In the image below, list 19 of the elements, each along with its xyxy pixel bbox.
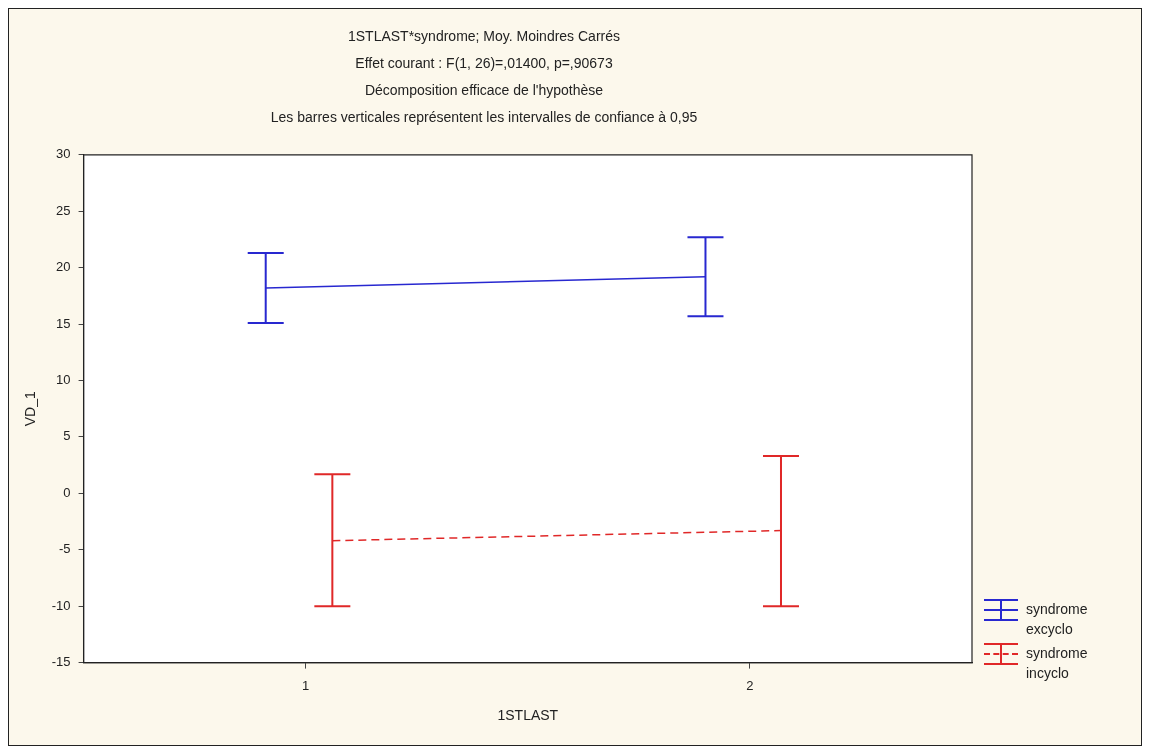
y-tick-label: -5 <box>59 541 71 557</box>
y-tick-label: 5 <box>63 428 71 444</box>
text: Décomposition efficace de l'hypothèse <box>363 81 605 100</box>
x-axis-title: 1STLAST <box>497 707 559 724</box>
x-tick-label: 2 <box>746 677 754 693</box>
chart-subtitle: Effet courant : F(1, 26)=,01400, p=,90673 <box>354 54 614 73</box>
y-tick-label: 15 <box>56 315 71 331</box>
y-tick-label: -10 <box>51 597 71 613</box>
y-tick-label: 30 <box>56 146 71 162</box>
y-tick-label: 25 <box>56 202 71 218</box>
text: Les barres verticales représentent les intervalles de confiance à 0,95 <box>269 108 699 127</box>
y-axis-title: VD_1 <box>22 390 39 427</box>
y-tick-label: 10 <box>56 372 71 388</box>
chart-title: 1STLAST*syndrome; Moy. Moindres Carrés <box>346 27 622 46</box>
y-tick-label: 20 <box>56 259 71 275</box>
y-tick-label: -15 <box>51 654 71 670</box>
x-tick-label: 1 <box>302 677 310 693</box>
legend-label: syndrome incyclo <box>1026 644 1089 683</box>
y-tick-label: 0 <box>63 484 71 500</box>
